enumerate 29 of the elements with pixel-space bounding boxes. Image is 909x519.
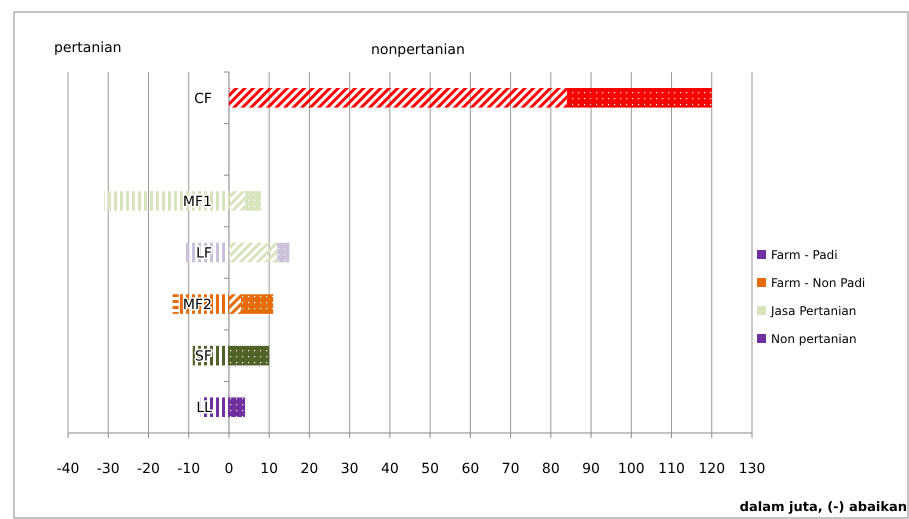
x-tick-label: 130	[738, 461, 766, 477]
x-tick-label: 110	[658, 461, 685, 477]
x-tick-label: -10	[177, 461, 200, 477]
x-tick-label: 70	[502, 461, 520, 477]
legend-label: Farm - Padi	[771, 248, 838, 262]
legend-label: Non pertanian	[771, 332, 857, 346]
x-tick-label: 60	[461, 461, 480, 477]
y-tick-label: MF1	[182, 194, 212, 210]
x-axis-title: dalam juta, (-) abaikan	[740, 500, 907, 515]
x-tick-label: 50	[421, 461, 440, 477]
text: pertanian	[54, 40, 122, 56]
x-tick-label: 120	[698, 461, 726, 477]
x-tick-label: 0	[224, 461, 234, 477]
x-tick-label: 30	[340, 461, 359, 477]
x-tick-label: 10	[260, 461, 278, 477]
x-tick-label: -40	[56, 461, 80, 477]
text: nonpertanian	[371, 42, 465, 58]
x-tick-label: -30	[96, 461, 120, 477]
bar	[228, 242, 278, 262]
x-tick-label: 90	[582, 461, 600, 477]
x-tick-label: 80	[542, 461, 560, 477]
x-tick-label: 100	[618, 461, 645, 477]
x-tick-label: 40	[380, 461, 399, 477]
y-tick-label: CF	[194, 90, 212, 107]
y-tick-label: LF	[196, 246, 212, 262]
x-tick-label: 20	[300, 461, 318, 477]
legend-label: Jasa Pertanian	[770, 304, 856, 318]
x-tick-label: -20	[137, 461, 160, 477]
legend-label: Farm - Non Padi	[771, 276, 866, 290]
